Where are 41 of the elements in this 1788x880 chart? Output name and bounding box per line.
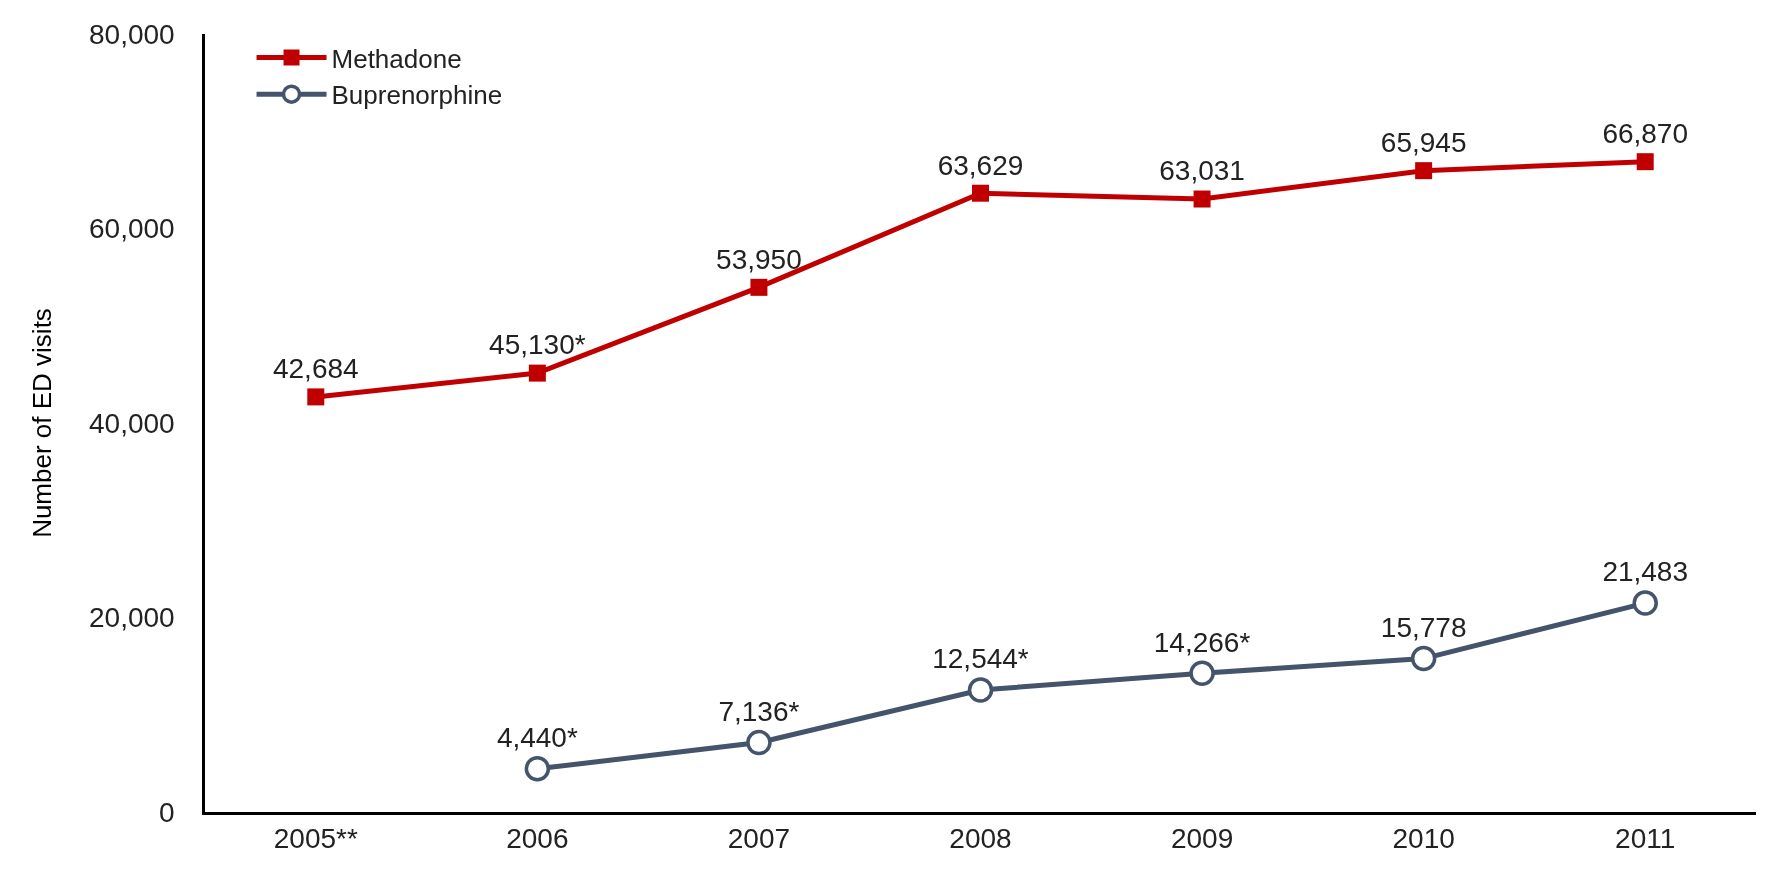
data-label: 53,950 bbox=[716, 243, 802, 275]
data-label: 14,266* bbox=[1153, 626, 1251, 658]
y-tick-label: 0 bbox=[159, 796, 175, 828]
x-tick-label: 2007 bbox=[727, 823, 791, 855]
data-label: 45,130* bbox=[489, 329, 586, 361]
x-tick-label: 2009 bbox=[1170, 823, 1234, 855]
data-label: 4,440* bbox=[496, 722, 578, 754]
point bbox=[1415, 162, 1433, 180]
data-label: 66,870 bbox=[1602, 118, 1689, 150]
x-tick-label: 2005** bbox=[273, 823, 358, 855]
point bbox=[1636, 153, 1654, 171]
y-tick-label: 20,000 bbox=[89, 602, 175, 634]
x-tick-label: 2010 bbox=[1392, 823, 1455, 855]
point bbox=[524, 756, 551, 782]
point bbox=[1189, 660, 1215, 686]
data-label: 7,136* bbox=[718, 695, 800, 727]
point bbox=[967, 677, 994, 703]
y-tick-label: 40,000 bbox=[89, 407, 175, 439]
y-tick-label: 80,000 bbox=[89, 18, 175, 50]
y-axis-title: Number of ED visits bbox=[27, 308, 58, 538]
point bbox=[1193, 190, 1211, 208]
point bbox=[307, 388, 325, 406]
x-tick-label: 2006 bbox=[506, 823, 569, 855]
data-label: 15,778 bbox=[1380, 611, 1467, 643]
data-label: 63,629 bbox=[937, 149, 1024, 181]
point bbox=[972, 184, 989, 202]
y-tick-label: 60,000 bbox=[89, 213, 175, 245]
point bbox=[1410, 645, 1437, 672]
data-label: 63,031 bbox=[1159, 155, 1245, 187]
data-label: 21,483 bbox=[1602, 556, 1689, 588]
legend-label: Methadone bbox=[331, 43, 462, 74]
x-tick-label: 2011 bbox=[1615, 823, 1676, 855]
point bbox=[746, 729, 772, 756]
point bbox=[528, 364, 546, 382]
data-label: 12,544* bbox=[932, 643, 1029, 675]
x-tick-label: 2008 bbox=[949, 823, 1012, 855]
legend-label: Buprenorphine bbox=[331, 80, 503, 111]
data-label: 42,684 bbox=[272, 353, 359, 385]
point bbox=[1632, 590, 1658, 616]
point bbox=[750, 278, 768, 296]
data-label: 65,945 bbox=[1380, 127, 1467, 159]
